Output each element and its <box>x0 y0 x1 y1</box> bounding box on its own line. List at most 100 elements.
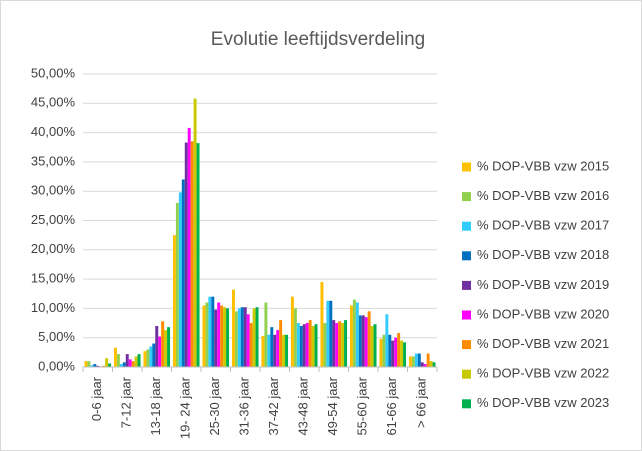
bar <box>119 364 123 367</box>
bar <box>338 321 342 367</box>
bar <box>261 335 265 367</box>
bar <box>326 300 330 367</box>
y-tick-label: 5,00% <box>38 329 75 344</box>
bar <box>226 308 230 367</box>
bar <box>408 356 412 367</box>
bar <box>172 235 176 367</box>
legend-label: % DOP-VBB vzw 2017 <box>477 218 609 233</box>
bar <box>93 364 97 367</box>
bar <box>429 361 433 367</box>
bar <box>388 334 392 367</box>
bar <box>282 334 286 367</box>
x-tick-label: 55-60 jaar <box>355 376 370 435</box>
bar <box>178 192 182 367</box>
bar <box>432 362 436 367</box>
y-tick-label: 50,00% <box>31 65 76 80</box>
legend-label: % DOP-VBB vzw 2019 <box>477 277 609 292</box>
bar <box>146 349 150 367</box>
x-tick-label: 31-36 jaar <box>237 376 252 435</box>
y-tick-label: 45,00% <box>31 95 76 110</box>
bar <box>155 325 159 367</box>
bar <box>355 302 359 367</box>
x-tick-label: 25-30 jaar <box>207 376 222 435</box>
bar <box>217 302 221 367</box>
legend-swatch <box>462 192 471 202</box>
bar <box>122 362 126 367</box>
bar <box>240 307 244 367</box>
bar <box>417 353 421 367</box>
bar <box>414 353 418 367</box>
bar <box>164 330 168 367</box>
bar <box>205 302 209 367</box>
bar <box>243 307 247 367</box>
bar <box>137 354 141 367</box>
bar <box>128 359 132 367</box>
legend-swatch <box>462 221 471 231</box>
bar <box>273 334 277 367</box>
bar <box>181 179 185 367</box>
bar <box>352 299 356 367</box>
bar <box>391 340 395 367</box>
x-tick-label: 0-6 jaar <box>89 376 104 421</box>
bar <box>320 282 324 367</box>
bar <box>335 323 339 367</box>
y-tick-label: 20,00% <box>31 241 76 256</box>
bar <box>246 314 250 367</box>
bar <box>361 315 365 367</box>
bar <box>276 330 280 367</box>
bar <box>158 336 162 367</box>
bar <box>311 325 315 367</box>
bar <box>279 320 283 367</box>
x-tick-label: 7-12 jaar <box>119 376 134 428</box>
legend-swatch <box>462 162 471 172</box>
legend-label: % DOP-VBB vzw 2016 <box>477 188 609 203</box>
bar <box>134 356 138 367</box>
bar <box>87 361 91 367</box>
bar <box>364 317 368 367</box>
bar <box>385 314 389 367</box>
bar <box>149 346 153 367</box>
legend-label: % DOP-VBB vzw 2015 <box>477 158 609 173</box>
y-tick-label: 25,00% <box>31 212 76 227</box>
bar <box>131 361 135 367</box>
x-tick-label: 49-54 jaar <box>325 376 340 435</box>
bar <box>84 361 88 367</box>
bar <box>420 362 424 367</box>
bar <box>187 127 191 367</box>
bar <box>175 202 179 367</box>
y-tick-label: 15,00% <box>31 271 76 286</box>
bar <box>211 296 215 367</box>
bar <box>231 289 235 367</box>
bar <box>296 323 300 367</box>
bar <box>285 334 289 367</box>
bar <box>332 320 336 367</box>
bar <box>299 325 303 367</box>
legend-swatch <box>462 369 471 379</box>
bar <box>190 141 194 367</box>
bar <box>329 300 333 367</box>
bar <box>193 98 197 367</box>
bar <box>167 327 171 367</box>
x-tick-label: 37-42 jaar <box>266 376 281 435</box>
bar <box>196 143 200 367</box>
bar <box>302 324 306 367</box>
bar <box>143 351 147 367</box>
bar <box>267 334 271 367</box>
bar <box>323 323 327 367</box>
bar <box>96 365 100 367</box>
bar <box>344 320 348 367</box>
x-tick-label: 61-66 jaar <box>384 376 399 435</box>
legend-swatch <box>462 310 471 320</box>
bar <box>358 315 362 367</box>
bar <box>341 323 345 367</box>
bar <box>90 365 94 367</box>
bar <box>161 321 165 367</box>
bar <box>426 353 430 367</box>
bar <box>102 365 106 367</box>
bar <box>373 324 377 367</box>
bar <box>184 142 188 367</box>
bar <box>423 364 427 367</box>
y-tick-label: 0,00% <box>38 358 75 373</box>
x-tick-label: 13-18 jaar <box>148 376 163 435</box>
bar <box>411 356 415 367</box>
